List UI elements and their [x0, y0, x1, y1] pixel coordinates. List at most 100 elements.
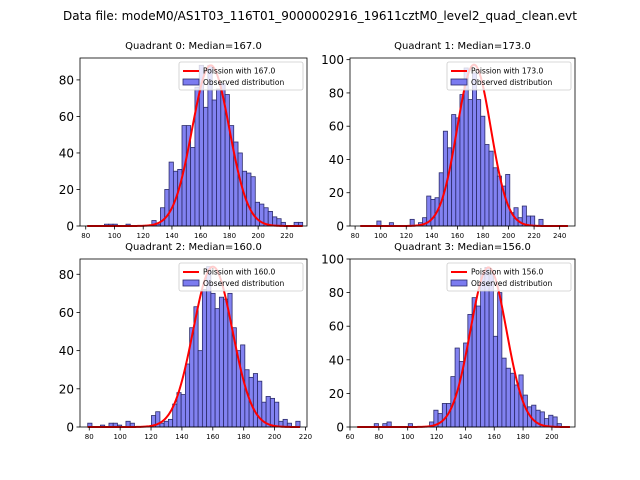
histogram-bar: [274, 401, 280, 428]
y-tick-label: 20: [329, 186, 344, 200]
x-tick-label: 80: [85, 433, 94, 441]
y-tick-label: 40: [59, 344, 74, 358]
legend-label-observed: Observed distribution: [203, 279, 284, 288]
x-tick-label: 180: [516, 433, 529, 441]
histogram-bar: [190, 147, 196, 227]
histogram-bar: [552, 416, 558, 428]
y-tick-label: 40: [329, 353, 344, 367]
x-tick-label: 240: [553, 232, 566, 240]
y-tick-label: 60: [329, 120, 344, 134]
legend-bar-swatch: [450, 78, 468, 86]
legend-bar-swatch: [450, 279, 468, 287]
histogram-bar: [184, 363, 191, 428]
histogram-bar: [441, 403, 447, 428]
histogram-bar: [269, 397, 275, 428]
histogram-bar: [180, 394, 186, 428]
figure-suptitle: Data file: modeM0/AS1T03_116T01_90000029…: [63, 9, 577, 23]
histogram-bar: [514, 384, 520, 428]
y-tick-label: 20: [59, 183, 74, 197]
y-tick-label: 60: [59, 110, 74, 124]
legend-label-observed: Observed distribution: [471, 279, 552, 288]
x-tick-label: 160: [206, 433, 219, 441]
histogram-bar: [252, 373, 258, 428]
y-tick-label: 100: [321, 53, 344, 67]
y-tick-label: 80: [59, 268, 74, 282]
panel-quadrant-3: Quadrant 3: Median=156.0 60 80 100 120 140 160…: [321, 242, 576, 441]
x-tick-label: 180: [476, 232, 489, 240]
y-tick-label: 60: [59, 306, 74, 320]
bars: [87, 266, 301, 428]
y-tick-label: 60: [329, 320, 344, 334]
legend: Poission with 173.0 Observed distribution: [446, 61, 572, 91]
panel-quadrant-2: Quadrant 2: Median=160.0 80 100 120 140 160 18…: [59, 242, 312, 441]
histogram-bar: [492, 335, 499, 428]
x-tick-label: 100: [108, 232, 121, 240]
histogram-bar: [210, 292, 216, 428]
legend-label-observed: Observed distribution: [203, 78, 284, 87]
histogram-bar: [509, 372, 516, 428]
legend: Poission with 156.0 Observed distribution: [446, 262, 572, 292]
legend-bar-swatch: [182, 279, 200, 287]
panel-title: Quadrant 0: Median=167.0: [125, 41, 262, 52]
histogram-bar: [497, 292, 503, 428]
x-tick-label: 200: [502, 232, 515, 240]
histogram-bar: [475, 305, 482, 428]
bars: [104, 64, 304, 227]
legend-box: [178, 61, 304, 91]
legend: Poission with 160.0 Observed distribution: [178, 262, 304, 292]
x-tick-label: 80: [81, 232, 90, 240]
y-tick-label: 80: [329, 86, 344, 100]
axes-frame: [349, 57, 576, 227]
histogram-bar: [246, 172, 252, 227]
x-tick-label: 80: [374, 433, 383, 441]
legend-label-poisson: Poission with 160.0: [203, 268, 276, 277]
y-tick-label: 20: [59, 382, 74, 396]
x-tick-label: 140: [425, 232, 438, 240]
histogram-bar: [216, 88, 222, 227]
histogram-bar: [488, 150, 494, 227]
histogram-bar: [163, 420, 169, 428]
y-tick-label: 0: [336, 421, 344, 435]
x-tick-label: 100: [374, 232, 387, 240]
panel-title: Quadrant 2: Median=160.0: [125, 242, 262, 253]
x-tick-label: 200: [545, 433, 558, 441]
y-tick-label: 0: [66, 421, 74, 435]
x-tick-label: 120: [144, 433, 157, 441]
histogram-bar: [250, 176, 256, 227]
axes-frame: [79, 258, 308, 428]
y-tick-label: 40: [59, 146, 74, 160]
histogram-bar: [223, 298, 229, 428]
x-tick-label: 160: [194, 232, 207, 240]
histogram-bar: [476, 99, 482, 227]
legend-box: [446, 61, 572, 91]
panel-quadrant-1: Quadrant 1: Median=173.0 80 100 120 140 160 18…: [321, 41, 576, 240]
histogram-bar: [159, 422, 165, 428]
legend-label-poisson: Poission with 173.0: [471, 67, 544, 76]
x-tick-label: 200: [268, 433, 281, 441]
y-tick-label: 100: [321, 253, 344, 267]
histogram-bar: [160, 207, 166, 227]
legend-box: [178, 262, 304, 292]
legend-label-observed: Observed distribution: [471, 78, 552, 87]
y-tick-label: 0: [66, 220, 74, 234]
y-tick-label: 80: [59, 73, 74, 87]
x-tick-label: 160: [488, 433, 501, 441]
histogram-bar: [505, 367, 511, 428]
legend-box: [446, 262, 572, 292]
legend-bar-swatch: [182, 78, 200, 86]
panel-title: Quadrant 1: Median=173.0: [394, 41, 531, 52]
legend-label-poisson: Poission with 156.0: [471, 268, 544, 277]
histogram-bar: [254, 201, 260, 227]
x-tick-label: 100: [401, 433, 414, 441]
histogram-bar: [214, 308, 220, 428]
bars: [376, 67, 544, 227]
legend: Poission with 167.0 Observed distribution: [178, 61, 304, 91]
x-tick-label: 220: [299, 433, 312, 441]
x-tick-label: 140: [459, 433, 472, 441]
histogram-bar: [484, 144, 490, 227]
panel-title: Quadrant 3: Median=156.0: [394, 242, 531, 253]
x-tick-label: 220: [280, 232, 293, 240]
y-tick-label: 40: [329, 153, 344, 167]
x-tick-label: 120: [400, 232, 413, 240]
